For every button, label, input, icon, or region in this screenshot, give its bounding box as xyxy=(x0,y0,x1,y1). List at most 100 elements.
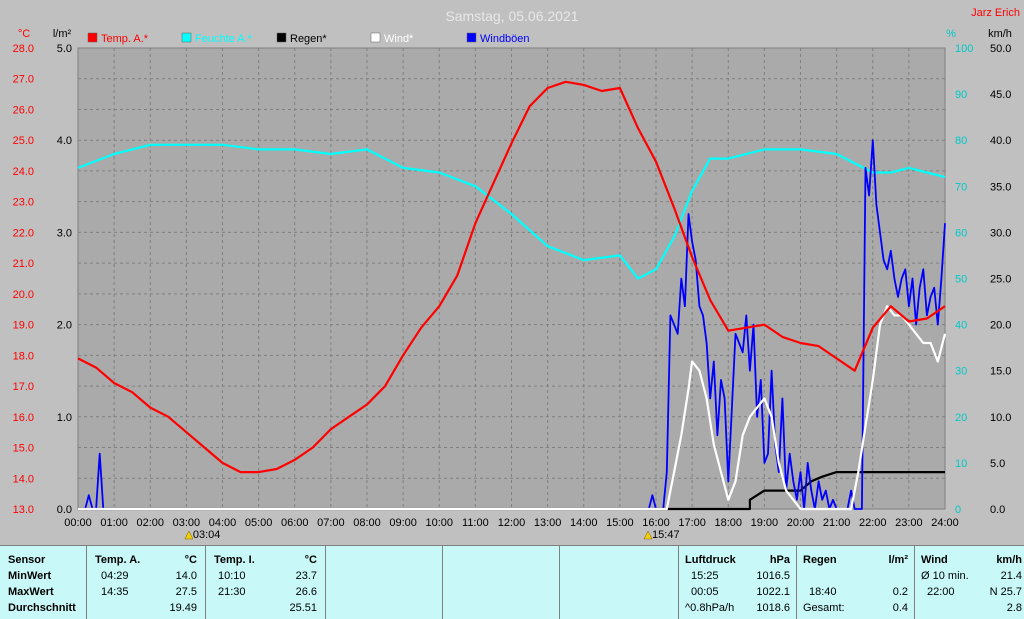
wind-tick-label: 40.0 xyxy=(990,135,1011,147)
x-tick-label: 23:00 xyxy=(895,517,923,529)
temp-tick-label: 23.0 xyxy=(13,197,34,209)
legend-label: Regen* xyxy=(290,33,327,45)
pressure-min: 1016.5 xyxy=(756,570,790,582)
rain-tick-label: 5.0 xyxy=(57,43,72,55)
weather-chart: Samstag, 05.06.2021 Jarz Erich °C l/m² %… xyxy=(12,7,1020,541)
wind-min: 21.4 xyxy=(1000,570,1022,582)
legend-label: Windböen xyxy=(480,33,530,45)
pressure-column: Luftdruck hPa 15:25 1016.5 00:05 1022.1 … xyxy=(678,546,796,619)
humidity-axis-unit: % xyxy=(946,28,956,40)
pressure-max: 1022.1 xyxy=(756,586,790,598)
temp-tick-label: 17.0 xyxy=(13,381,34,393)
x-tick-label: 11:00 xyxy=(462,517,489,529)
temp-a-max-time: 14:35 xyxy=(101,586,129,598)
humidity-tick-label: 50 xyxy=(955,274,967,286)
legend-swatch xyxy=(276,32,287,43)
series-line-temp-a xyxy=(77,80,946,474)
temp-a-min: 14.0 xyxy=(175,570,197,582)
summary-table: Sensor MinWert MaxWert Durchschnitt Temp… xyxy=(0,545,1024,619)
sun-marker-label: 15:47 xyxy=(652,529,680,541)
durchschnitt-label: Durchschnitt xyxy=(8,602,76,614)
rain-max-time: 18:40 xyxy=(809,586,837,598)
rain-header: Regen xyxy=(803,554,837,566)
temp-a-avg: 19.49 xyxy=(169,602,197,614)
pressure-trend: ^0.8hPa/h xyxy=(685,602,735,614)
temp-tick-label: 15.0 xyxy=(13,443,34,455)
x-tick-label: 21:00 xyxy=(823,517,851,529)
legend-swatch xyxy=(370,32,381,43)
wind-tick-label: 10.0 xyxy=(990,412,1011,424)
author-label: Jarz Erich xyxy=(971,7,1020,19)
temp-tick-label: 18.0 xyxy=(13,350,34,362)
temp-i-min-time: 10:10 xyxy=(218,570,246,582)
x-tick-label: 14:00 xyxy=(570,517,598,529)
humidity-tick-label: 90 xyxy=(955,89,967,101)
axes: 00:00 01:00 02:00 03:00 04:00 05:00 06:00 07:00… xyxy=(13,43,1012,529)
humidity-tick-label: 10 xyxy=(955,458,967,470)
pressure-avg: 1018.6 xyxy=(756,602,790,614)
wind-tick-label: 50.0 xyxy=(990,43,1011,55)
x-tick-label: 00:00 xyxy=(64,517,92,529)
legend: Temp. A.* Feuchte A.* Regen* Wind* Windböen xyxy=(87,32,530,45)
temp-i-header: Temp. I. xyxy=(214,554,255,566)
wind-tick-label: 25.0 xyxy=(990,274,1011,286)
rain-tick-label: 3.0 xyxy=(57,227,72,239)
temp-i-unit: °C xyxy=(304,554,317,566)
x-tick-label: 09:00 xyxy=(389,517,417,529)
wind-min-label: Ø 10 min. xyxy=(921,570,969,582)
wind-max: N 25.7 xyxy=(989,586,1022,598)
rain-tick-label: 4.0 xyxy=(57,135,72,147)
x-tick-label: 18:00 xyxy=(714,517,742,529)
wind-tick-label: 5.0 xyxy=(990,458,1005,470)
temp-a-min-time: 04:29 xyxy=(101,570,129,582)
series-line-windböen xyxy=(78,139,946,510)
minwert-label: MinWert xyxy=(8,570,52,582)
humidity-tick-label: 40 xyxy=(955,320,967,332)
temp-tick-label: 24.0 xyxy=(13,166,34,178)
rain-total: 0.4 xyxy=(892,602,908,614)
temp-tick-label: 21.0 xyxy=(13,258,34,270)
temp-tick-label: 19.0 xyxy=(13,320,34,332)
legend-swatch xyxy=(466,32,477,43)
wind-header: Wind xyxy=(921,554,948,566)
rain-max: 0.2 xyxy=(892,586,908,598)
legend-label: Feuchte A.* xyxy=(195,33,253,45)
wind-column: Wind km/h Ø 10 min. 21.4 22:00 N 25.7 2.… xyxy=(914,546,1024,619)
empty-column-1 xyxy=(325,546,442,619)
x-tick-label: 13:00 xyxy=(534,517,562,529)
sun-markers: 03:04 15:47 xyxy=(184,529,680,541)
x-tick-label: 05:00 xyxy=(245,517,273,529)
x-tick-label: 01:00 xyxy=(100,517,128,529)
temp-tick-label: 22.0 xyxy=(13,227,34,239)
x-tick-label: 02:00 xyxy=(136,517,164,529)
temp-tick-label: 26.0 xyxy=(13,104,34,116)
temp-tick-label: 14.0 xyxy=(13,473,34,485)
x-tick-label: 04:00 xyxy=(209,517,237,529)
wind-tick-label: 45.0 xyxy=(990,89,1011,101)
temp-a-column: Temp. A. °C 04:29 14.0 14:35 27.5 19.49 xyxy=(86,546,205,619)
x-tick-label: 12:00 xyxy=(498,517,526,529)
humidity-tick-label: 60 xyxy=(955,227,967,239)
sun-marker-icon xyxy=(643,530,653,540)
humidity-tick-label: 100 xyxy=(955,43,973,55)
sensor-column: Sensor MinWert MaxWert Durchschnitt xyxy=(0,546,86,619)
legend-swatch xyxy=(181,32,192,43)
wind-avg: 2.8 xyxy=(1006,602,1022,614)
temp-tick-label: 13.0 xyxy=(13,504,34,516)
rain-total-label: Gesamt: xyxy=(803,602,845,614)
wind-max-time: 22:00 xyxy=(927,586,955,598)
temp-i-avg: 25.51 xyxy=(289,602,317,614)
x-tick-label: 17:00 xyxy=(678,517,706,529)
wind-tick-label: 35.0 xyxy=(990,181,1011,193)
temp-tick-label: 27.0 xyxy=(13,74,34,86)
rain-unit: l/m² xyxy=(888,554,908,566)
wind-axis-unit: km/h xyxy=(988,28,1012,40)
legend-label: Wind* xyxy=(384,33,414,45)
x-tick-label: 03:00 xyxy=(173,517,201,529)
x-tick-label: 22:00 xyxy=(859,517,887,529)
rain-axis-unit: l/m² xyxy=(53,28,72,40)
sun-marker-icon xyxy=(184,530,194,540)
pressure-unit: hPa xyxy=(769,554,790,566)
maxwert-label: MaxWert xyxy=(8,586,54,598)
temp-i-max-time: 21:30 xyxy=(218,586,246,598)
